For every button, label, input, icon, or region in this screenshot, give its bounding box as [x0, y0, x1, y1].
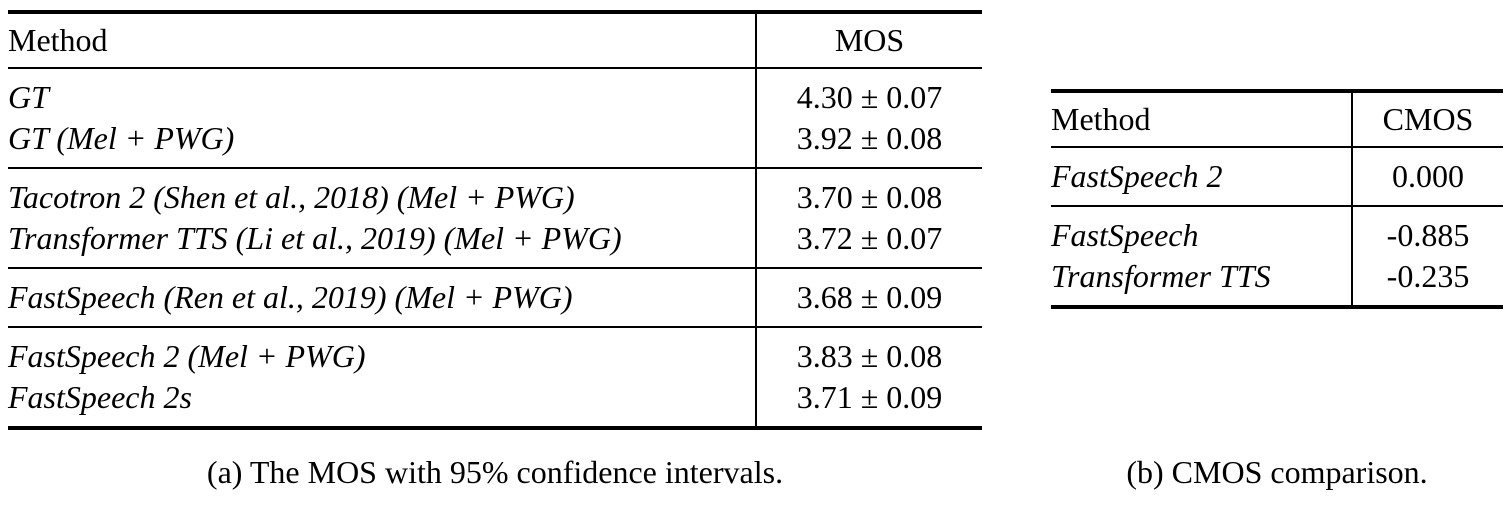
value-cell: -0.885	[1351, 206, 1503, 256]
mos-table-group-fastspeech: FastSpeech (Ren et al., 2019) (Mel + PWG…	[8, 268, 982, 327]
method-cell: FastSpeech 2	[1051, 158, 1223, 194]
method-cell: Transformer TTS	[1051, 258, 1271, 294]
value-cell: -0.235	[1351, 256, 1503, 307]
table-row: GT (Mel + PWG) 3.92 ± 0.08	[8, 118, 982, 168]
method-cell: FastSpeech 2 (Mel + PWG)	[8, 338, 366, 374]
cmos-table-group-reference: FastSpeech 2 0.000	[1051, 147, 1503, 206]
value-cell: 4.30 ± 0.07	[755, 68, 982, 118]
value-cell: 0.000	[1351, 147, 1503, 206]
method-cell: FastSpeech	[1051, 217, 1199, 253]
cmos-table-figure: Method CMOS FastSpeech 2 0.000 FastSpeec…	[1051, 89, 1503, 309]
method-cell: GT	[8, 79, 49, 115]
value-cell: 3.83 ± 0.08	[755, 327, 982, 377]
cmos-table-group-comparisons: FastSpeech -0.885 Transformer TTS -0.235	[1051, 206, 1503, 307]
table-row: FastSpeech 2 0.000	[1051, 147, 1503, 206]
mos-table-figure: Method MOS GT 4.30 ± 0.07 GT (Mel + PWG)…	[8, 10, 982, 430]
method-cell: Tacotron 2 (Shen et al., 2018) (Mel + PW…	[8, 179, 575, 215]
table-b-caption: (b) CMOS comparison.	[1126, 454, 1428, 490]
mos-table-group-baselines: Tacotron 2 (Shen et al., 2018) (Mel + PW…	[8, 168, 982, 268]
mos-table: Method MOS GT 4.30 ± 0.07 GT (Mel + PWG)…	[8, 10, 982, 430]
table-a-caption: (a) The MOS with 95% confidence interval…	[206, 454, 784, 490]
table-row: Transformer TTS -0.235	[1051, 256, 1503, 307]
cmos-table-header-row: Method CMOS	[1051, 91, 1503, 147]
method-cell: FastSpeech (Ren et al., 2019) (Mel + PWG…	[8, 279, 573, 315]
table-row: FastSpeech -0.885	[1051, 206, 1503, 256]
cmos-method-column-header: Method	[1051, 101, 1151, 137]
mos-table-header-row: Method MOS	[8, 12, 982, 68]
mos-table-group-gt: GT 4.30 ± 0.07 GT (Mel + PWG) 3.92 ± 0.0…	[8, 68, 982, 168]
table-row: FastSpeech 2s 3.71 ± 0.09	[8, 377, 982, 428]
table-row: Transformer TTS (Li et al., 2019) (Mel +…	[8, 218, 982, 268]
value-cell: 3.68 ± 0.09	[755, 268, 982, 327]
mos-value-column-header: MOS	[755, 12, 982, 68]
method-cell: FastSpeech 2s	[8, 379, 192, 415]
cmos-value-column-header: CMOS	[1351, 91, 1503, 147]
table-row: FastSpeech 2 (Mel + PWG) 3.83 ± 0.08	[8, 327, 982, 377]
value-cell: 3.70 ± 0.08	[755, 168, 982, 218]
table-row: FastSpeech (Ren et al., 2019) (Mel + PWG…	[8, 268, 982, 327]
method-cell: GT (Mel + PWG)	[8, 120, 235, 156]
mos-method-column-header: Method	[8, 22, 108, 58]
method-cell: Transformer TTS (Li et al., 2019) (Mel +…	[8, 220, 622, 256]
value-cell: 3.92 ± 0.08	[755, 118, 982, 168]
table-row: GT 4.30 ± 0.07	[8, 68, 982, 118]
table-row: Tacotron 2 (Shen et al., 2018) (Mel + PW…	[8, 168, 982, 218]
mos-table-group-fastspeech2: FastSpeech 2 (Mel + PWG) 3.83 ± 0.08 Fas…	[8, 327, 982, 428]
value-cell: 3.72 ± 0.07	[755, 218, 982, 268]
value-cell: 3.71 ± 0.09	[755, 377, 982, 428]
cmos-table: Method CMOS FastSpeech 2 0.000 FastSpeec…	[1051, 89, 1503, 309]
